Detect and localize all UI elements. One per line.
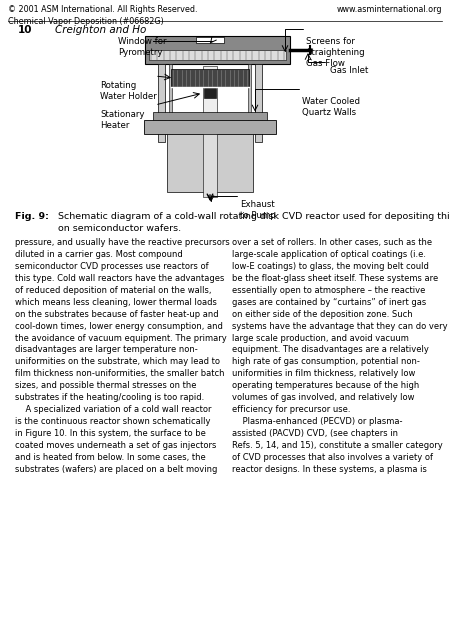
- Text: Gas Inlet: Gas Inlet: [330, 66, 369, 75]
- Text: pressure, and usually have the reactive precursors
diluted in a carrier gas. Mos: pressure, and usually have the reactive …: [15, 238, 230, 474]
- Bar: [145, 36, 290, 64]
- Text: Stationary
Heater: Stationary Heater: [100, 110, 144, 130]
- Text: Fig. 9:: Fig. 9:: [15, 212, 49, 221]
- Text: over a set of rollers. In other cases, such as the
large-scale application of op: over a set of rollers. In other cases, s…: [232, 238, 448, 474]
- Bar: [248, 64, 251, 142]
- Text: © 2001 ASM International. All Rights Reserved.
Chemical Vapor Deposition (#06682: © 2001 ASM International. All Rights Res…: [8, 5, 198, 26]
- Text: Creighton and Ho: Creighton and Ho: [55, 25, 146, 35]
- Bar: [203, 66, 217, 192]
- Text: www.asminternational.org: www.asminternational.org: [337, 5, 442, 14]
- Bar: [153, 112, 267, 120]
- Text: Exhaust
to Pump: Exhaust to Pump: [240, 200, 276, 220]
- Bar: [171, 69, 249, 87]
- Text: Schematic diagram of a cold-wall rotating disk CVD reactor used for depositing t: Schematic diagram of a cold-wall rotatin…: [58, 212, 450, 233]
- Text: Window for
Pyrometry: Window for Pyrometry: [118, 37, 166, 57]
- Bar: [203, 134, 217, 197]
- Text: Screens for
Straightening
Gas Flow: Screens for Straightening Gas Flow: [306, 37, 364, 68]
- Bar: [149, 50, 286, 60]
- Bar: [204, 88, 216, 98]
- Bar: [167, 134, 253, 192]
- Bar: [158, 64, 165, 142]
- Text: Water Cooled
Quartz Walls: Water Cooled Quartz Walls: [302, 97, 360, 117]
- Bar: [169, 64, 172, 142]
- Bar: [144, 120, 276, 134]
- Bar: [255, 64, 262, 142]
- Text: 10: 10: [18, 25, 32, 35]
- Text: Rotating
Water Holder: Rotating Water Holder: [100, 81, 157, 101]
- Bar: [196, 37, 224, 43]
